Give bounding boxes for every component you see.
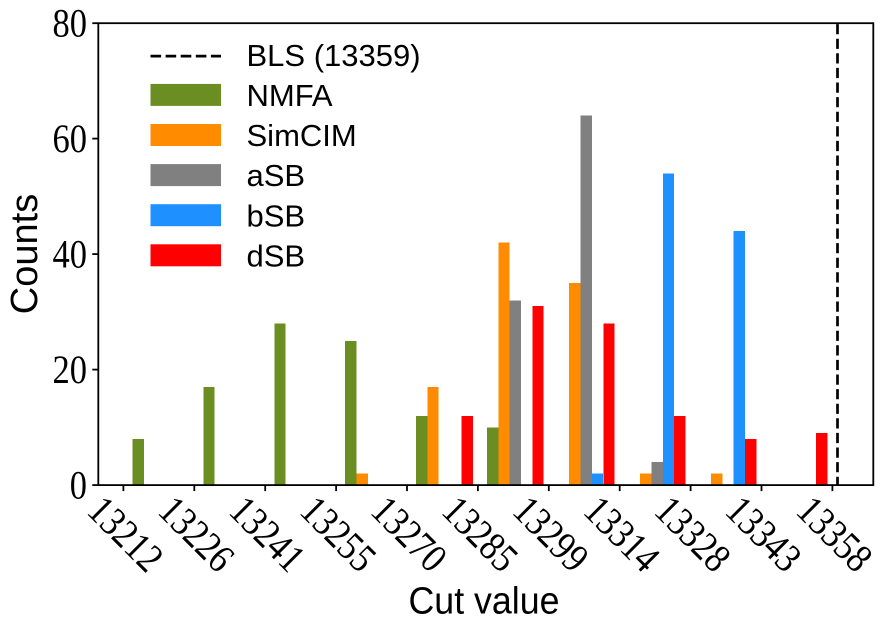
svg-text:bSB: bSB — [247, 198, 306, 233]
svg-text:20: 20 — [53, 347, 88, 392]
svg-text:dSB: dSB — [247, 238, 306, 273]
svg-text:SimCIM: SimCIM — [247, 118, 357, 153]
svg-text:aSB: aSB — [247, 158, 306, 193]
svg-text:80: 80 — [53, 1, 88, 46]
svg-text:NMFA: NMFA — [247, 78, 333, 113]
svg-text:60: 60 — [53, 116, 88, 161]
svg-text:Cut value: Cut value — [409, 581, 560, 623]
svg-text:0: 0 — [70, 463, 87, 508]
svg-text:BLS (13359): BLS (13359) — [247, 38, 421, 73]
svg-text:Counts: Counts — [4, 194, 46, 314]
svg-text:40: 40 — [53, 232, 88, 277]
